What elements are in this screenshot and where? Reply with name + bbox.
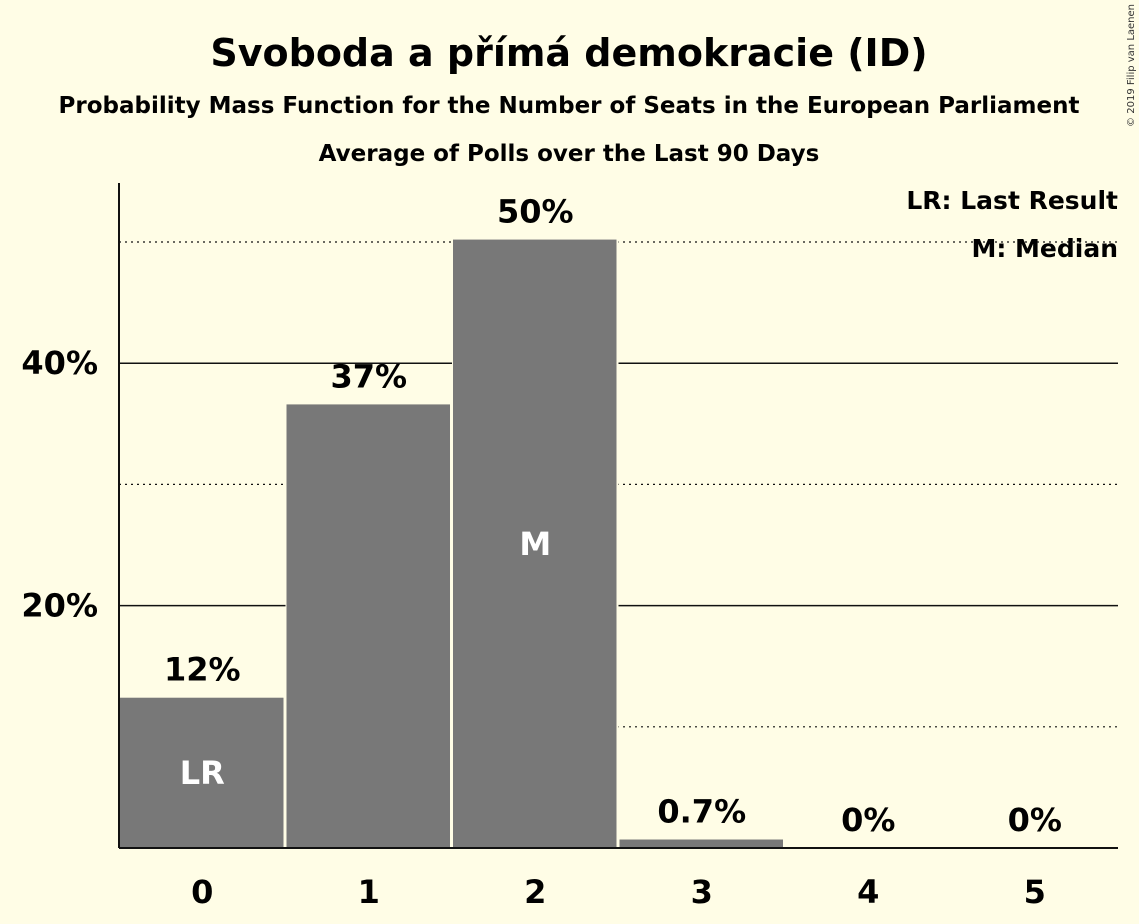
x-tick-label: 3 bbox=[691, 873, 713, 911]
chart-subtitle: Probability Mass Function for the Number… bbox=[59, 93, 1080, 119]
x-tick-label: 4 bbox=[857, 873, 879, 911]
legend-last-result: LR: Last Result bbox=[906, 186, 1118, 215]
axes bbox=[118, 183, 1118, 849]
value-label-2: 50% bbox=[497, 193, 574, 231]
value-label-5: 0% bbox=[1008, 801, 1062, 839]
bar-2 bbox=[453, 239, 617, 849]
data-labels: 12% 0 LR 37% 1 50% 2 M 0.7% 3 0% 4 0% 5 bbox=[164, 193, 1062, 911]
value-label-3: 0.7% bbox=[657, 793, 746, 831]
chart-title: Svoboda a přímá demokracie (ID) bbox=[210, 31, 927, 75]
y-tick-label: 40% bbox=[21, 344, 98, 382]
bar-1 bbox=[286, 404, 450, 848]
bar-0 bbox=[120, 697, 284, 848]
x-tick-label: 5 bbox=[1024, 873, 1046, 911]
value-label-0: 12% bbox=[164, 651, 241, 689]
in-bar-label-lr: LR bbox=[180, 754, 225, 792]
legend-median: M: Median bbox=[971, 234, 1118, 263]
x-tick-label: 2 bbox=[524, 873, 546, 911]
bars bbox=[119, 238, 785, 849]
bar-3 bbox=[619, 839, 783, 848]
chart-subtitle-2: Average of Polls over the Last 90 Days bbox=[319, 141, 820, 167]
copyright-text: © 2019 Filip van Laenen bbox=[1126, 4, 1137, 127]
y-tick-label: 20% bbox=[21, 587, 98, 625]
value-label-4: 0% bbox=[841, 801, 895, 839]
x-tick-label: 1 bbox=[358, 873, 380, 911]
x-tick-label: 0 bbox=[191, 873, 213, 911]
in-bar-label-m: M bbox=[519, 525, 551, 563]
value-label-1: 37% bbox=[330, 357, 407, 395]
